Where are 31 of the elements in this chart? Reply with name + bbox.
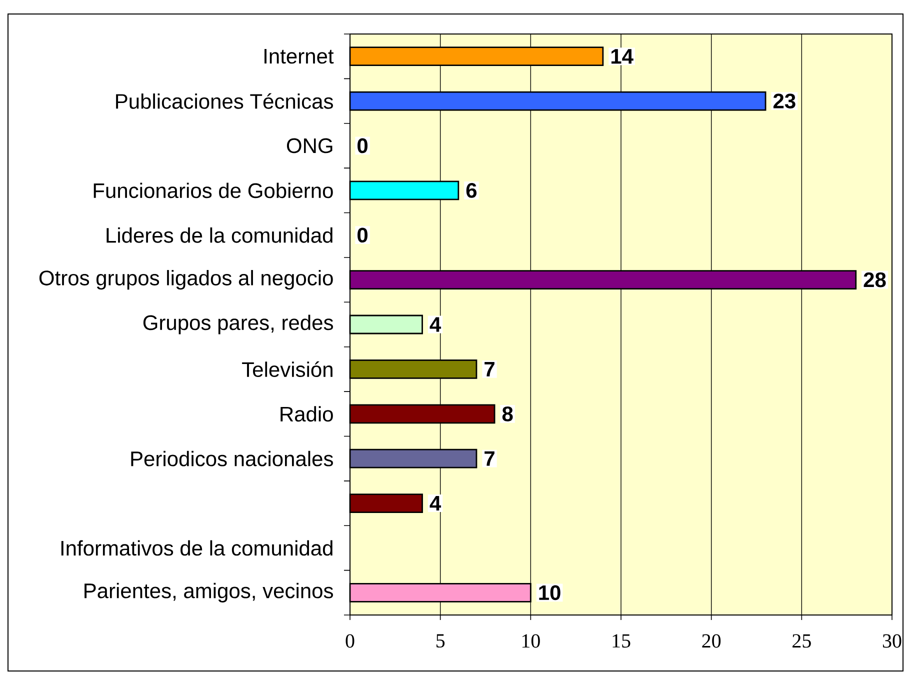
x-tick-label: 25 <box>792 634 811 648</box>
data-label: 6 <box>466 183 477 198</box>
x-tick-label: 5 <box>436 634 445 648</box>
data-label: 8 <box>502 406 513 422</box>
data-label: 7 <box>484 362 494 376</box>
y-tick-label: Grupos pares, redes <box>143 314 333 334</box>
x-tick-label: 15 <box>612 634 630 648</box>
data-label: 7 <box>484 451 494 466</box>
y-tick-label: Televisión <box>242 361 332 378</box>
y-tick-label: Radio <box>280 406 333 422</box>
y-tick-label: Otros grupos ligados al negocio <box>39 270 333 290</box>
y-tick-label: ONG <box>286 138 332 154</box>
y-tick-label: Informativos de la comunidad <box>61 540 332 556</box>
data-label: 23 <box>773 94 796 108</box>
y-tick-label: Funcionarios de Gobierno <box>94 182 333 198</box>
y-tick-label: Parientes, amigos, vecinos <box>84 582 333 602</box>
data-label: 4 <box>430 496 442 510</box>
x-tick-label: 10 <box>522 634 540 648</box>
data-label: 4 <box>430 317 442 332</box>
x-tick-label: 30 <box>882 634 902 648</box>
data-label: 0 <box>358 228 368 243</box>
data-label: 28 <box>864 272 886 288</box>
y-tick-label: Lideres de la comunidad <box>106 227 332 243</box>
x-tick-label: 20 <box>702 634 721 648</box>
data-label: 14 <box>611 49 634 64</box>
x-tick-label: 0 <box>346 634 354 648</box>
y-tick-label: Periodicos nacionales <box>131 450 333 466</box>
data-label: 10 <box>539 585 560 600</box>
y-tick-label: Publicaciones Técnicas <box>116 93 333 109</box>
y-tick-label: Internet <box>264 49 334 64</box>
data-label: 0 <box>358 138 368 154</box>
